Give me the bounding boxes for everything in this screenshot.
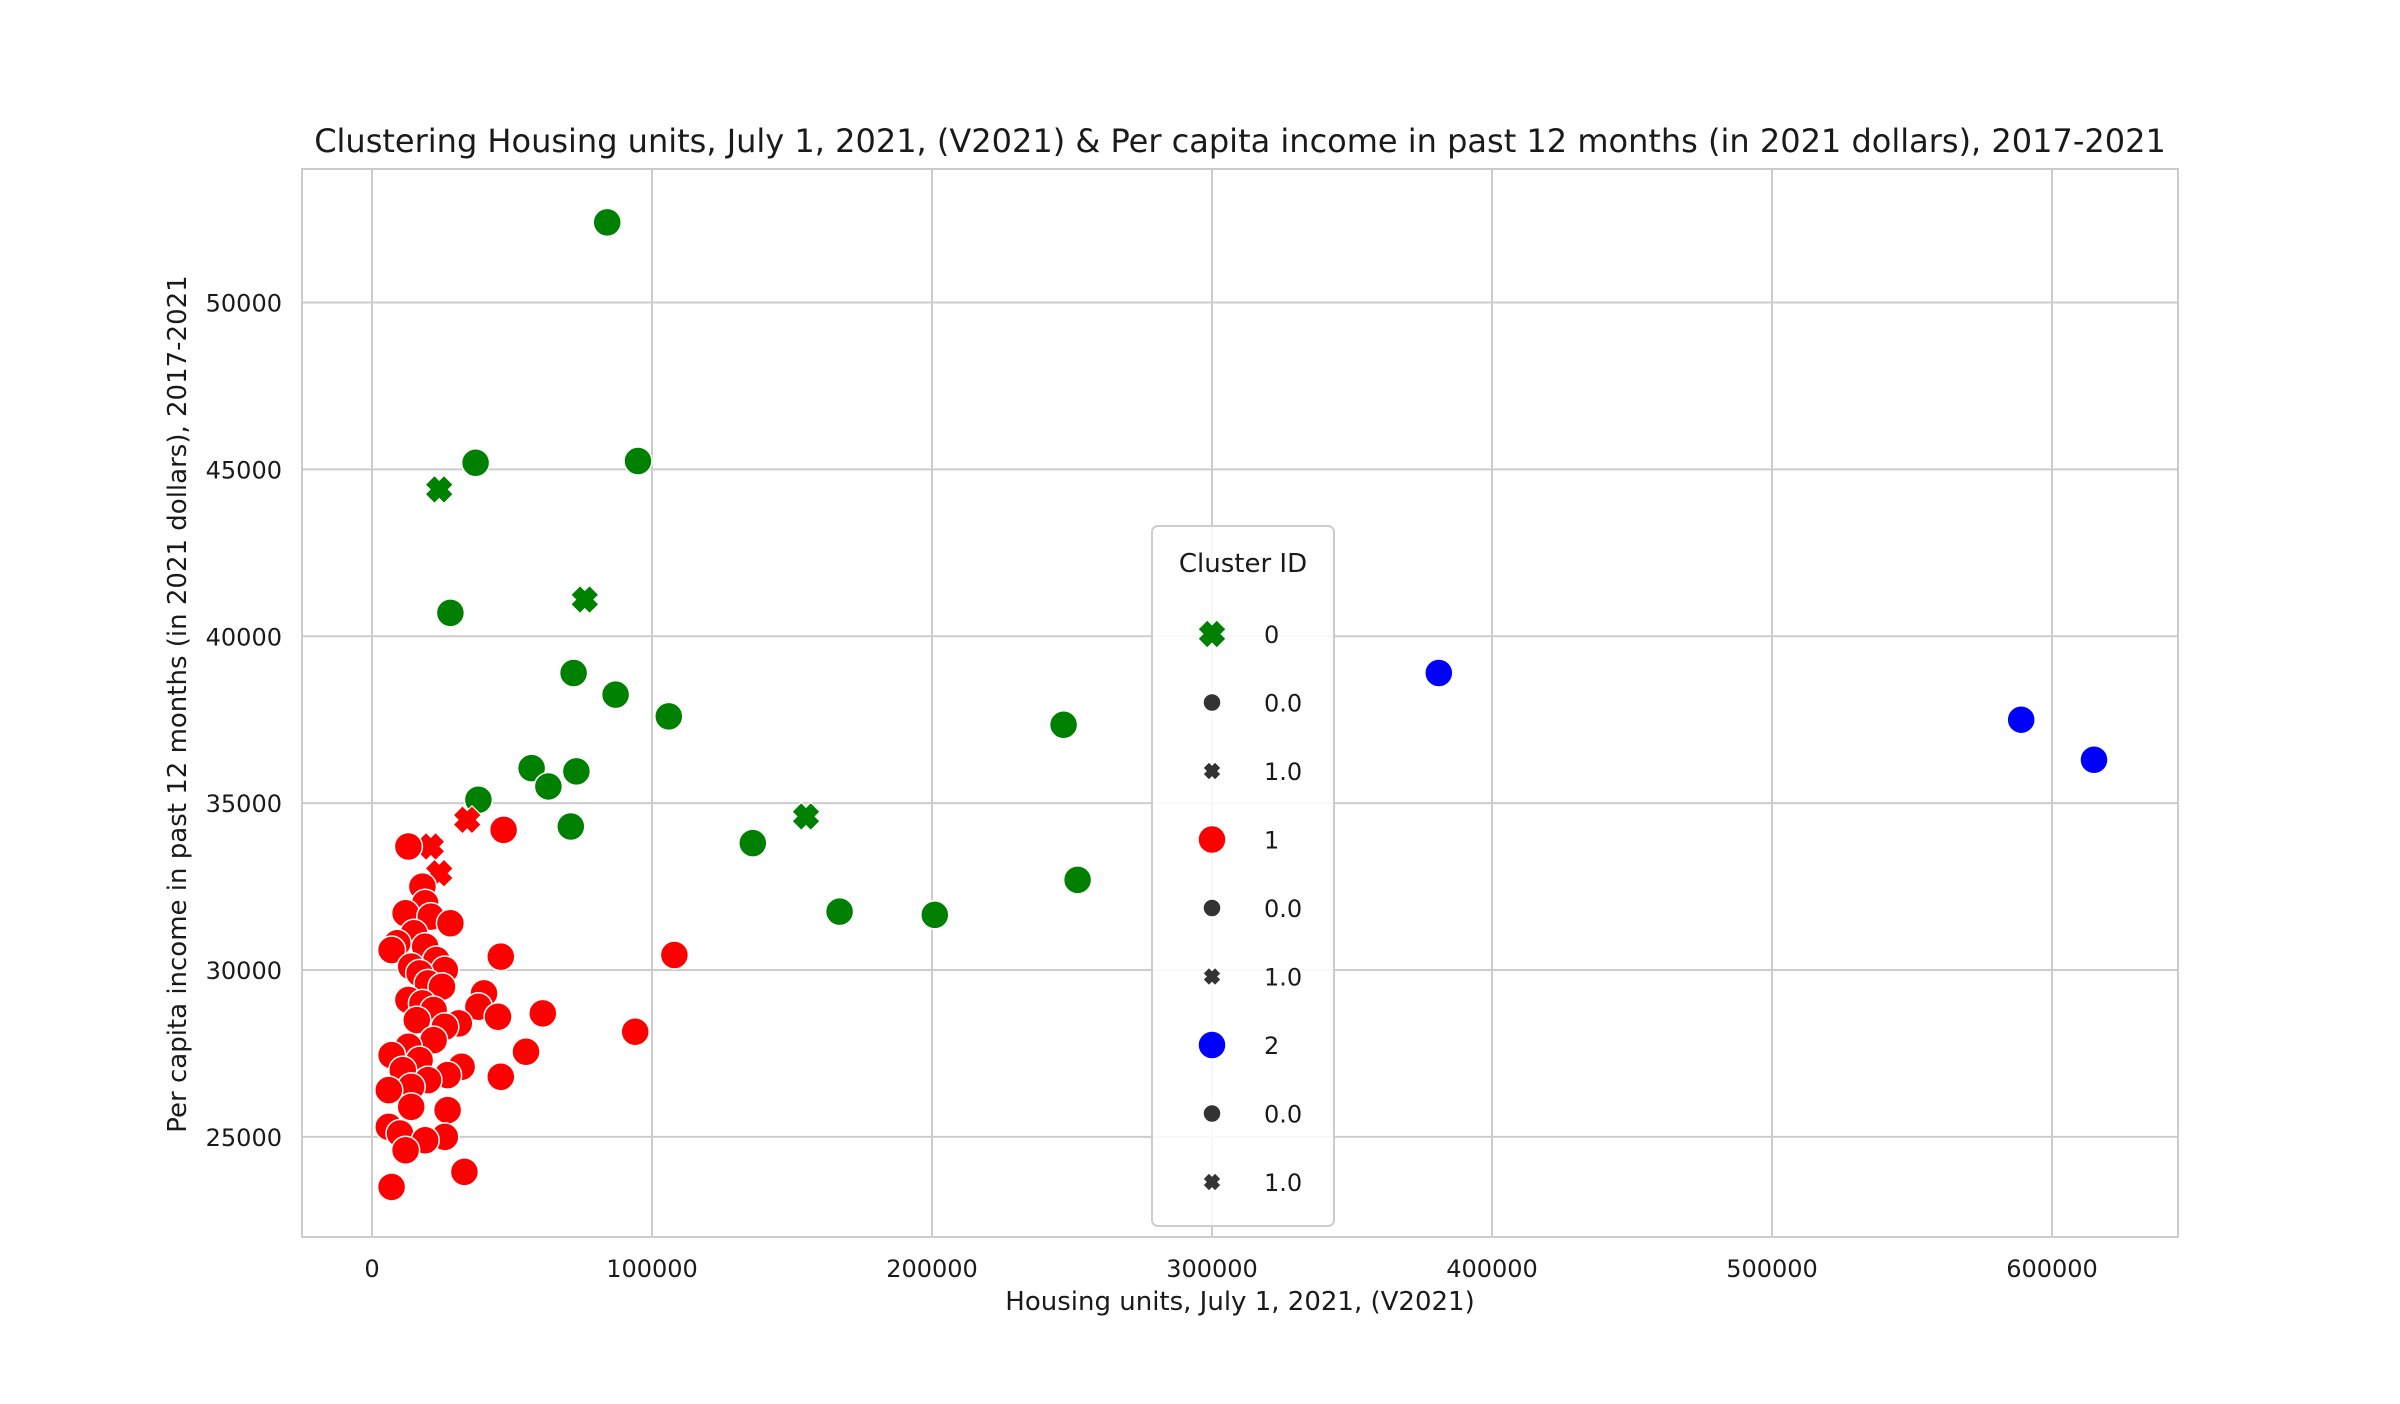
legend-label: 0.0	[1264, 690, 1302, 718]
legend-label: 0	[1264, 621, 1279, 649]
data-point	[556, 811, 586, 842]
data-point-cross	[424, 474, 455, 505]
y-tick-label: 45000	[206, 456, 282, 484]
data-point	[1424, 658, 1454, 688]
data-point	[1048, 709, 1079, 740]
data-point-cross	[569, 584, 600, 615]
data-point	[376, 1172, 407, 1202]
data-point	[402, 1005, 432, 1035]
data-point	[486, 1062, 516, 1092]
data-point	[620, 1016, 650, 1047]
legend-label: 2	[1264, 1032, 1279, 1060]
y-tick-label: 25000	[206, 1124, 282, 1152]
legend-label: 1	[1264, 827, 1279, 855]
data-point	[483, 1001, 513, 1032]
data-point	[511, 1037, 541, 1067]
x-tick-label: 500000	[1726, 1255, 1818, 1283]
data-point-cross	[791, 801, 821, 832]
data-point	[435, 598, 466, 628]
data-point	[393, 831, 424, 862]
legend-marker	[1202, 1103, 1222, 1124]
legend-label: 0.0	[1264, 1101, 1302, 1129]
x-tick-label: 600000	[2006, 1255, 2098, 1283]
legend: Cluster ID 0 0.0 1.0 1 0.0 1.0 2 0.0 1.0	[1151, 525, 1335, 1227]
tick-labels: 0 100000 200000 300000 400000 500000 600000250…	[206, 290, 2098, 1284]
data-point	[558, 658, 589, 688]
legend-box	[1151, 525, 1335, 1227]
legend-title: Cluster ID	[1179, 549, 1307, 579]
legend-marker-cross	[1202, 761, 1222, 781]
data-point	[824, 896, 855, 927]
data-point	[738, 828, 768, 858]
data-point	[486, 941, 516, 972]
data-point	[435, 908, 466, 939]
data-point-cross	[452, 804, 483, 835]
data-points	[374, 207, 2109, 1202]
legend-label: 1.0	[1264, 1169, 1302, 1197]
x-tick-label: 400000	[1446, 1255, 1538, 1283]
data-point	[592, 207, 622, 238]
x-tick-label: 300000	[1166, 1255, 1258, 1283]
legend-marker	[1202, 898, 1222, 918]
data-point	[516, 753, 547, 783]
data-point	[528, 998, 558, 1029]
legend-label: 1.0	[1264, 964, 1302, 992]
legend-marker	[1197, 1030, 1227, 1060]
data-point	[449, 1157, 480, 1187]
legend-label: 1.0	[1264, 758, 1302, 786]
data-point	[488, 815, 519, 845]
data-point	[623, 446, 653, 476]
data-point	[654, 701, 684, 732]
legend-marker-cross	[1202, 1172, 1222, 1192]
data-point	[561, 756, 592, 787]
x-tick-label: 100000	[606, 1255, 698, 1283]
y-tick-label: 30000	[206, 957, 282, 985]
data-point	[396, 1092, 426, 1122]
chart-title: Clustering Housing units, July 1, 2021, …	[314, 122, 2166, 160]
data-point	[659, 940, 690, 970]
legend-marker-cross	[1202, 966, 1222, 987]
legend-label: 0.0	[1264, 895, 1302, 923]
data-point	[2079, 744, 2109, 775]
data-point	[376, 935, 407, 965]
data-point	[600, 679, 631, 710]
data-point	[533, 771, 564, 802]
data-point	[374, 1075, 404, 1105]
y-tick-label: 35000	[206, 790, 282, 818]
y-tick-label: 50000	[206, 290, 282, 318]
data-point	[390, 1135, 421, 1165]
y-tick-label: 40000	[206, 623, 282, 651]
x-tick-label: 200000	[886, 1255, 978, 1283]
x-tick-label: 0	[364, 1255, 379, 1283]
data-point	[432, 1095, 463, 1125]
data-point	[920, 900, 950, 930]
legend-marker-cross	[1197, 619, 1227, 649]
y-axis-label: Per capita income in past 12 months (in …	[163, 275, 193, 1132]
data-point	[1062, 865, 1093, 895]
legend-marker	[1197, 824, 1227, 855]
data-point	[2006, 704, 2036, 735]
legend-marker	[1202, 692, 1222, 713]
data-point	[460, 447, 491, 478]
x-axis-label: Housing units, July 1, 2021, (V2021)	[1005, 1287, 1474, 1317]
plot-frame	[301, 168, 2179, 1238]
